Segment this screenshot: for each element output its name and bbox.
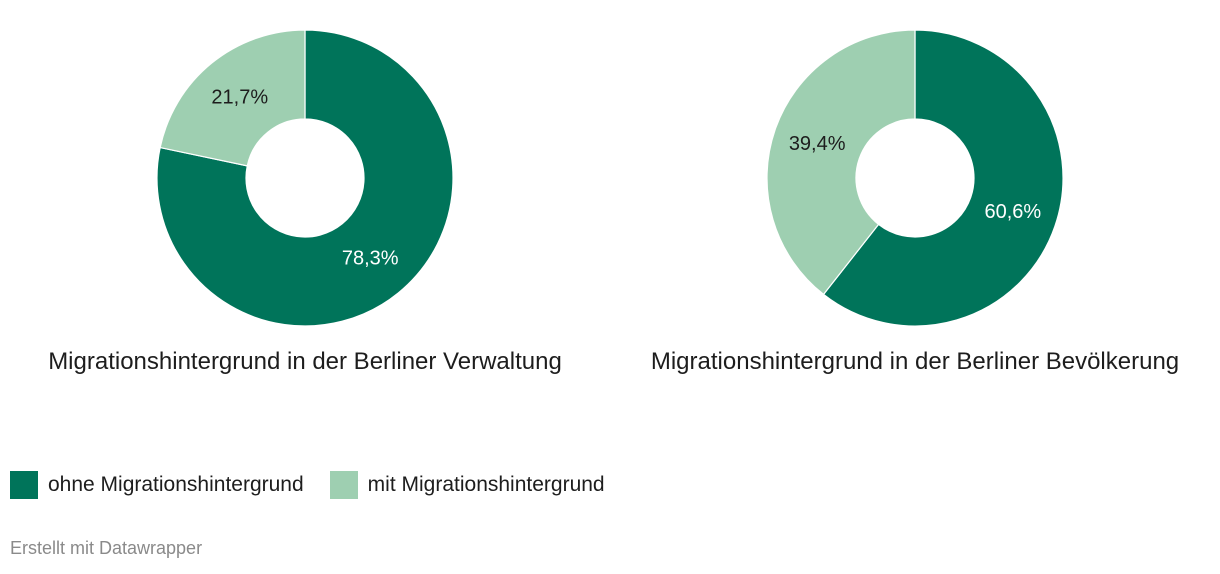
footer-credit: Erstellt mit Datawrapper	[10, 538, 203, 558]
legend-swatch-mit	[329, 471, 358, 499]
legend-label-ohne: ohne Migrationshintergrund	[48, 473, 304, 496]
donut-2-slice-mit	[766, 29, 916, 296]
donut-2-label-ohne: 60,6%	[984, 201, 1041, 223]
legend-label-mit: mit Migrationshintergrund	[367, 473, 605, 496]
legend: ohne Migrationshintergrund mit Migration…	[10, 470, 631, 500]
chart-title-verwaltung: Migrationshintergrund in der Berliner Ve…	[48, 348, 562, 375]
donut-2-label-mit: 39,4%	[789, 133, 846, 155]
donut-1-slice-ohne	[156, 29, 454, 327]
donut-1-label-mit: 21,7%	[211, 87, 268, 109]
donut-1-label-ohne: 78,3%	[342, 247, 399, 269]
legend-item-ohne: ohne Migrationshintergrund	[10, 471, 304, 499]
chart-title-bevoelkerung: Migrationshintergrund in der Berliner Be…	[650, 348, 1180, 375]
donut-1-slice-mit	[159, 29, 306, 167]
legend-swatch-ohne	[10, 471, 38, 499]
legend-item-mit: mit Migrationshintergrund	[329, 471, 605, 499]
donut-2-slice-ohne	[822, 29, 1064, 327]
charts-area: 78,3% 21,7% 60,6% 39,4%	[156, 29, 1064, 327]
